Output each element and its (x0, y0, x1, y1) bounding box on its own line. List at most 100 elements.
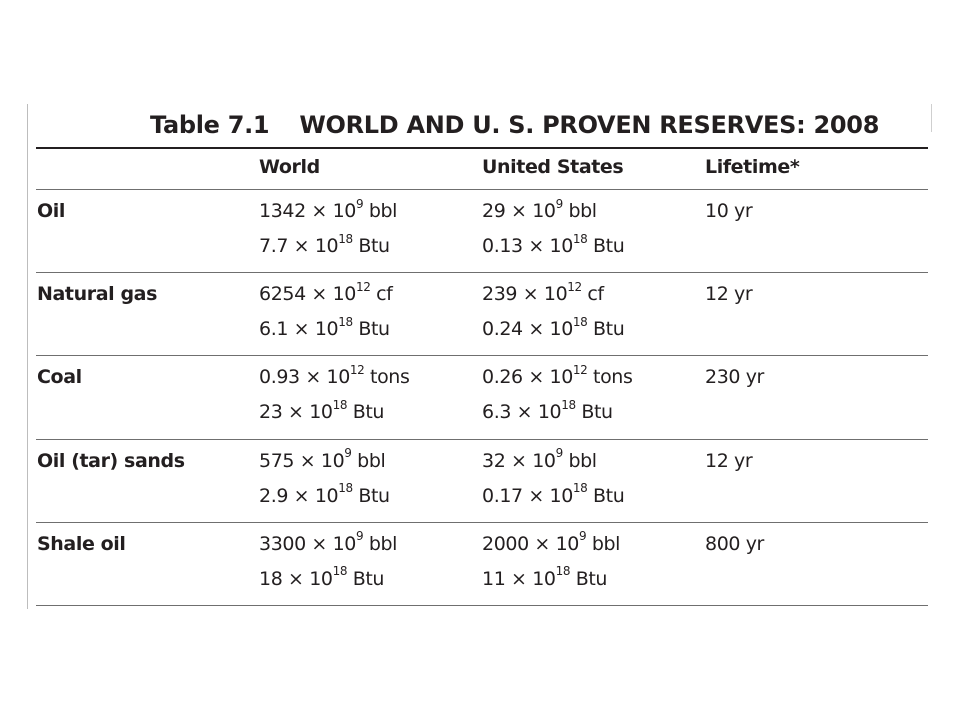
value-exponent: 12 (567, 279, 582, 294)
value-unit: Btu (587, 484, 625, 507)
row-label: Oil (37, 200, 65, 222)
value-exponent: 9 (355, 529, 364, 544)
value-mantissa: 2.9 (259, 484, 289, 507)
row-rule (36, 605, 928, 606)
value-exponent: 18 (572, 231, 588, 246)
lifetime-value: 230 yr (705, 366, 764, 389)
value-mantissa: 6254 (259, 283, 306, 306)
row-label: Shale oil (37, 532, 126, 555)
lifetime-value: 800 yr (705, 532, 764, 555)
value-exponent: 9 (555, 446, 564, 461)
value-exponent: 9 (555, 196, 564, 211)
times-sign: × 10 (522, 235, 573, 257)
times-sign: × 10 (294, 449, 345, 472)
times-sign: × 10 (305, 200, 356, 222)
value-unit: cf (370, 283, 393, 306)
world-value: 23 × 1018 Btu (259, 399, 384, 424)
column-header-rule (36, 189, 928, 190)
value-unit: bbl (562, 449, 597, 472)
times-sign: × 10 (522, 318, 573, 341)
value-unit: bbl (363, 200, 398, 222)
row-label: Oil (tar) sands (37, 449, 185, 472)
header-rule (36, 147, 928, 149)
value-unit: tons (587, 366, 633, 389)
times-sign: × 10 (288, 484, 339, 507)
world-value: 575 × 109 bbl (259, 447, 386, 472)
right-border (931, 104, 932, 132)
column-header-lifetime: Lifetime* (705, 156, 800, 178)
value-mantissa: 1342 (259, 200, 306, 222)
row-rule (36, 272, 928, 273)
lifetime-value: 12 yr (705, 449, 753, 472)
us-value: 6.3 × 1018 Btu (482, 398, 613, 424)
world-value: 0.93 × 1012 tons (259, 363, 410, 389)
value-exponent: 18 (561, 398, 576, 413)
us-value: 239 × 1012 cf (482, 279, 604, 306)
row-rule (36, 522, 928, 523)
value-unit: cf (581, 283, 604, 306)
value-mantissa: 18 (259, 567, 283, 590)
row-rule (36, 355, 928, 356)
value-exponent: 18 (572, 481, 588, 496)
value-mantissa: 0.13 (482, 235, 523, 257)
value-mantissa: 23 (259, 401, 283, 424)
value-mantissa: 32 (482, 449, 506, 472)
value-unit: Btu (352, 235, 390, 257)
times-sign: × 10 (305, 283, 356, 306)
value-mantissa: 0.24 (482, 318, 523, 341)
times-sign: × 10 (505, 567, 556, 590)
world-value: 7.7 × 1018 Btu (259, 231, 390, 257)
value-mantissa: 575 (259, 449, 295, 472)
times-sign: × 10 (282, 401, 333, 424)
lifetime-value: 12 yr (705, 283, 753, 306)
value-exponent: 12 (355, 279, 371, 294)
times-sign: × 10 (528, 532, 579, 555)
value-unit: Btu (352, 318, 390, 341)
value-mantissa: 0.26 (482, 366, 523, 389)
value-unit: bbl (351, 449, 386, 472)
value-unit: tons (364, 366, 410, 389)
value-unit: Btu (347, 567, 385, 590)
value-unit: Btu (352, 484, 390, 507)
value-exponent: 12 (349, 363, 365, 378)
row-rule (36, 439, 928, 440)
times-sign: × 10 (517, 283, 568, 306)
table-title: Table 7.1 WORLD AND U. S. PROVEN RESERVE… (150, 108, 879, 142)
us-value: 0.17 × 1018 Btu (482, 482, 625, 507)
table-number: Table 7.1 (150, 111, 270, 139)
us-value: 32 × 109 bbl (482, 447, 597, 472)
world-value: 2.9 × 1018 Btu (259, 482, 390, 507)
value-exponent: 18 (338, 231, 353, 246)
times-sign: × 10 (505, 449, 556, 472)
value-unit: bbl (363, 532, 398, 555)
value-exponent: 18 (332, 564, 348, 579)
value-exponent: 18 (338, 481, 353, 496)
left-border (27, 104, 28, 609)
us-value: 0.26 × 1012 tons (482, 363, 633, 389)
value-mantissa: 29 (482, 200, 506, 222)
value-mantissa: 7.7 (259, 235, 289, 257)
value-unit: Btu (570, 567, 608, 590)
times-sign: × 10 (288, 318, 339, 341)
value-mantissa: 3300 (259, 532, 306, 555)
column-header-world: World (259, 156, 320, 178)
value-exponent: 9 (355, 196, 364, 211)
times-sign: × 10 (505, 200, 556, 222)
value-mantissa: 239 (482, 283, 518, 306)
value-unit: bbl (586, 532, 621, 555)
times-sign: × 10 (299, 366, 350, 389)
value-mantissa: 2000 (482, 532, 529, 555)
value-exponent: 12 (572, 363, 588, 378)
us-value: 0.24 × 1018 Btu (482, 316, 625, 341)
times-sign: × 10 (288, 235, 339, 257)
world-value: 1342 × 109 bbl (259, 196, 398, 222)
us-value: 29 × 109 bbl (482, 196, 597, 222)
world-value: 18 × 1018 Btu (259, 565, 385, 590)
us-value: 2000 × 109 bbl (482, 530, 621, 555)
column-header-united-states: United States (482, 156, 624, 178)
times-sign: × 10 (511, 401, 562, 424)
value-mantissa: 11 (482, 567, 506, 590)
times-sign: × 10 (522, 366, 573, 389)
times-sign: × 10 (305, 532, 356, 555)
